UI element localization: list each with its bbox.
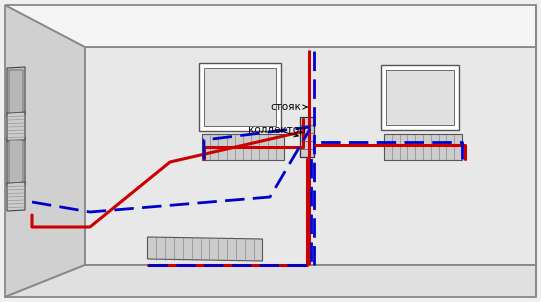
Text: коллектор: коллектор: [248, 125, 306, 137]
Text: стояк: стояк: [270, 102, 307, 112]
Polygon shape: [85, 47, 536, 265]
Polygon shape: [9, 140, 23, 183]
Polygon shape: [5, 5, 85, 297]
Bar: [199, 63, 281, 131]
Bar: [386, 69, 454, 124]
Polygon shape: [148, 237, 262, 261]
Bar: [381, 65, 459, 130]
Bar: [300, 117, 314, 157]
Polygon shape: [7, 67, 25, 116]
Polygon shape: [5, 265, 536, 297]
Bar: [202, 134, 284, 160]
Polygon shape: [5, 5, 536, 47]
Polygon shape: [7, 182, 25, 211]
Polygon shape: [9, 70, 23, 113]
Bar: [384, 134, 462, 160]
Polygon shape: [7, 137, 25, 186]
Polygon shape: [7, 112, 25, 141]
Bar: [204, 68, 276, 126]
